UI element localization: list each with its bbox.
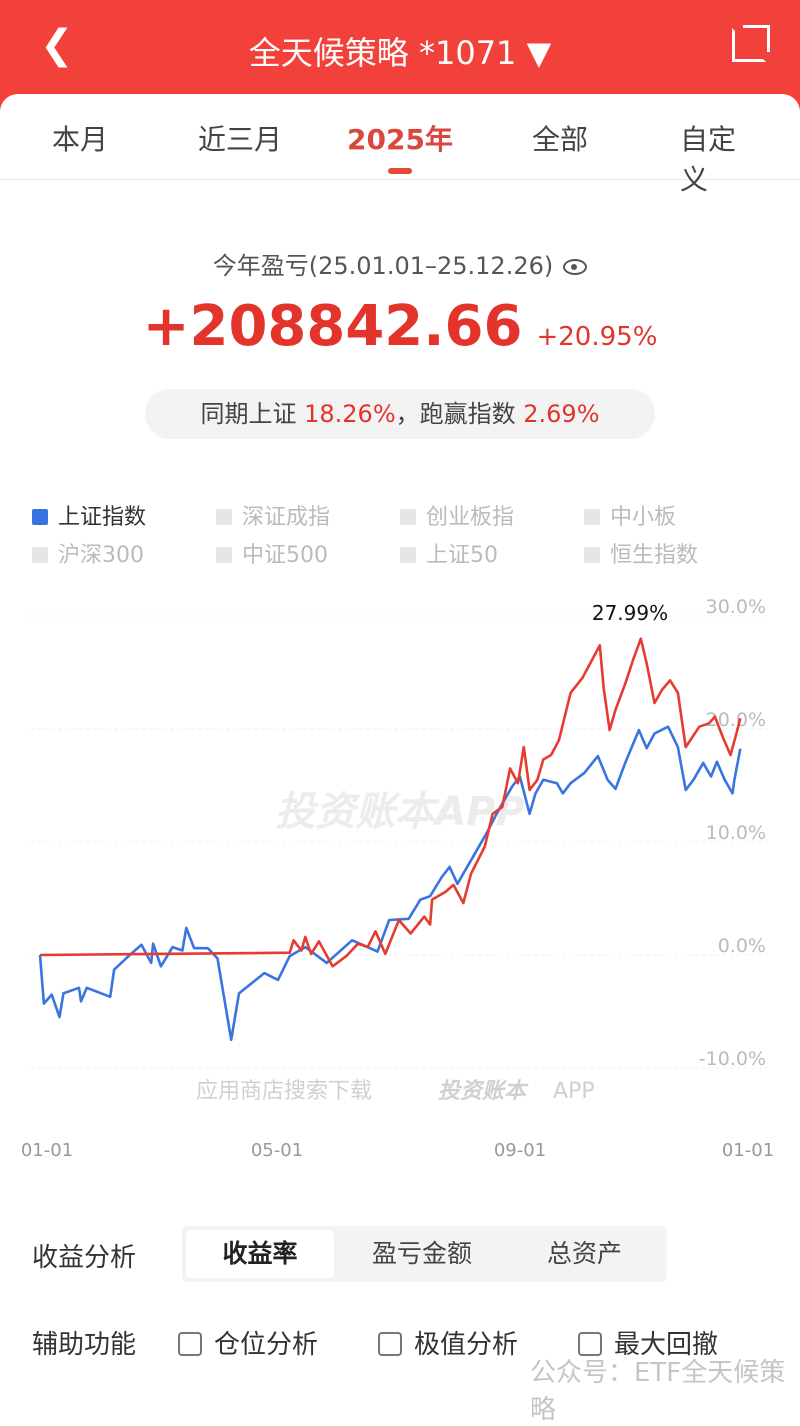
y-tick-label: 0.0% (718, 935, 766, 957)
return-chart[interactable]: 30.0% 20.0% 10.0% 0.0% -10.0% 01-01 05-01 09-01… (0, 580, 800, 1160)
extreme-analysis-checkbox[interactable]: 极值分析 (378, 1324, 518, 1361)
checkbox-icon (584, 547, 600, 563)
x-tick-label: 01-01 (21, 1140, 73, 1160)
legend-label: 中小板 (610, 505, 677, 530)
period-label: 今年盈亏(25.01.01–25.12.26) (0, 246, 800, 281)
chevron-left-icon[interactable]: ❮ (40, 22, 74, 68)
checkbox-label: 最大回撤 (614, 1330, 719, 1360)
max-drawdown-checkbox[interactable]: 最大回撤 (578, 1324, 718, 1361)
bottom-watermark: 应用商店搜索下载 投资账本 APP (196, 1079, 595, 1104)
compare-value: 18.26% (304, 400, 396, 428)
period-text: 今年盈亏(25.01.01–25.12.26) (212, 252, 554, 280)
profit-percent: +20.95% (536, 322, 658, 352)
legend-label: 深证成指 (242, 505, 331, 530)
analysis-label: 收益分析 (32, 1243, 137, 1273)
tab-all[interactable]: 全部 (531, 123, 589, 156)
segment-return-rate[interactable]: 收益率 (186, 1230, 334, 1278)
checkbox-icon (216, 547, 232, 563)
checkbox-icon (216, 509, 232, 525)
x-tick-label: 09-01 (494, 1140, 546, 1160)
share-icon[interactable] (732, 25, 770, 62)
app-header: ❮ 全天候策略 *1071 ▼ (0, 0, 800, 110)
eye-icon[interactable] (563, 259, 588, 275)
watermark-text: 应用商店搜索下载 (196, 1079, 372, 1104)
checkbox-icon (32, 547, 48, 563)
legend-chinext[interactable]: 创业板指 (400, 499, 514, 531)
tab-this-month[interactable]: 本月 (51, 123, 109, 156)
legend-csi300[interactable]: 沪深300 (32, 537, 144, 569)
checkbox-icon (178, 1332, 202, 1356)
compare-label: 同期上证 (200, 400, 297, 428)
profit-display: +208842.66 +20.95% (0, 294, 800, 359)
y-tick-label: 30.0% (706, 596, 766, 618)
beat-value: 2.69% (523, 400, 600, 428)
checkbox-icon (400, 547, 416, 563)
tab-2025[interactable]: 2025年 (347, 118, 453, 174)
x-tick-label: 01-01 (722, 1140, 774, 1160)
checkbox-icon (32, 509, 48, 525)
strategy-series-line (39, 637, 742, 968)
checkbox-icon (400, 509, 416, 525)
analysis-segmented-control: 收益率 盈亏金额 总资产 (182, 1226, 667, 1282)
tab-three-months[interactable]: 近三月 (197, 123, 283, 156)
legend-sse50[interactable]: 上证50 (400, 537, 498, 569)
content-card: 本月 近三月 2025年 全部 自定义 今年盈亏(25.01.01–25.12.… (0, 94, 800, 1400)
checkbox-icon (584, 509, 600, 525)
segment-total-assets[interactable]: 总资产 (546, 1239, 622, 1268)
legend-label: 恒生指数 (610, 543, 699, 568)
legend-label: 上证50 (426, 543, 498, 568)
legend-label: 中证500 (242, 543, 328, 568)
legend-hsi[interactable]: 恒生指数 (584, 537, 698, 569)
comparison-pill: 同期上证 18.26%，跑赢指数 2.69% (145, 389, 655, 439)
segment-profit-amount[interactable]: 盈亏金额 (371, 1239, 472, 1268)
legend-sh-index[interactable]: 上证指数 (32, 499, 146, 531)
y-tick-label: 20.0% (706, 709, 766, 731)
y-tick-label: 10.0% (706, 822, 766, 844)
checkbox-icon (378, 1332, 402, 1356)
x-tick-label: 05-01 (251, 1140, 303, 1160)
chart-watermark: 投资账本APP (275, 789, 525, 835)
position-analysis-checkbox[interactable]: 仓位分析 (178, 1324, 318, 1361)
tab-custom[interactable]: 自定义 (680, 123, 737, 196)
period-tabs: 本月 近三月 2025年 全部 自定义 (0, 94, 800, 196)
legend-csi500[interactable]: 中证500 (216, 537, 328, 569)
legend-label: 沪深300 (58, 543, 144, 568)
y-tick-label: -10.0% (699, 1048, 766, 1070)
watermark-app: APP (553, 1079, 595, 1104)
legend-label: 上证指数 (58, 505, 147, 530)
aux-label: 辅助功能 (32, 1330, 137, 1360)
checkbox-label: 极值分析 (414, 1330, 519, 1360)
checkbox-icon (578, 1332, 602, 1356)
index-series-line (38, 725, 742, 1042)
beat-label: ，跑赢指数 (395, 400, 516, 428)
profit-amount: +208842.66 (142, 294, 523, 359)
overlay-watermark: 公众号：ETF全天候策略 (530, 1358, 786, 1425)
watermark-brand: 投资账本 (438, 1079, 529, 1104)
page-title[interactable]: 全天候策略 *1071 ▼ (248, 34, 552, 72)
legend-label: 创业板指 (426, 505, 515, 530)
legend-sme[interactable]: 中小板 (584, 499, 676, 531)
legend-sz-component[interactable]: 深证成指 (216, 499, 330, 531)
checkbox-label: 仓位分析 (214, 1330, 319, 1360)
peak-annotation: 27.99% (592, 601, 668, 625)
